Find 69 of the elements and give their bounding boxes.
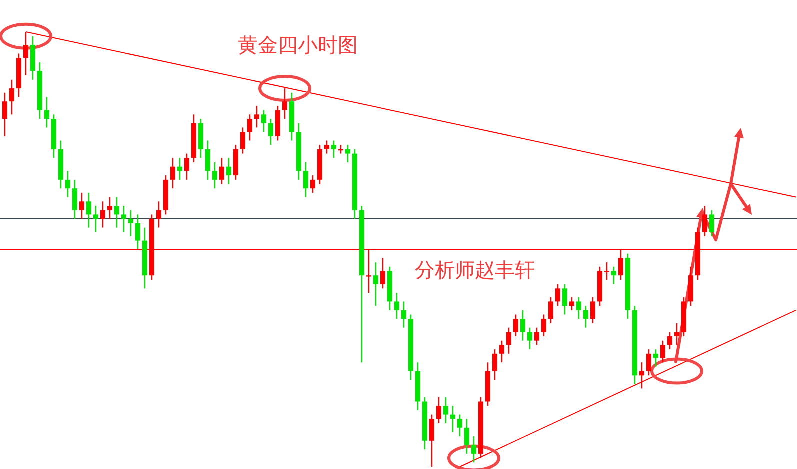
candlestick <box>206 140 210 180</box>
candlestick <box>710 210 714 238</box>
candlestick <box>226 158 232 185</box>
candlestick <box>254 105 260 128</box>
candlestick <box>402 301 406 328</box>
candlestick <box>100 201 106 228</box>
candlestick <box>304 162 308 198</box>
candlestick <box>170 158 176 190</box>
candlestick <box>380 258 386 290</box>
candlestick <box>654 348 658 368</box>
candlestick <box>324 140 330 154</box>
candlestick <box>570 296 574 311</box>
candlestick <box>646 348 652 376</box>
candlestick <box>590 296 596 324</box>
candlestick <box>128 210 134 238</box>
candlestick <box>10 79 14 116</box>
candlestick <box>122 205 126 233</box>
candlestick <box>562 284 568 316</box>
candlestick <box>458 414 462 438</box>
candlestick <box>374 262 378 307</box>
candlestick <box>346 144 350 164</box>
candlestick <box>212 162 218 190</box>
chart-title: 黄金四小时图 <box>238 33 358 57</box>
candlestick <box>394 292 400 320</box>
candlestick <box>94 205 98 233</box>
candlestick <box>576 296 582 320</box>
candlestick <box>80 192 84 220</box>
candlestick <box>534 327 540 346</box>
candlestick <box>332 140 336 159</box>
candlestick <box>528 327 532 350</box>
candlestick <box>156 201 162 228</box>
candlestick <box>184 153 190 180</box>
candlestick <box>66 170 70 198</box>
annotation: 分析师赵丰轩 <box>415 258 535 282</box>
candlestick <box>556 284 560 307</box>
candlestick <box>612 266 616 285</box>
candlestick <box>444 396 448 424</box>
candlestick <box>72 179 78 220</box>
candlestick <box>584 305 588 328</box>
candlestick <box>464 418 470 455</box>
candlestick <box>520 310 526 342</box>
candlestick <box>542 314 546 338</box>
candlestick <box>668 332 672 350</box>
candlestick <box>108 196 112 220</box>
candlestick <box>660 340 666 364</box>
candlestick <box>262 110 266 133</box>
candlestick <box>240 127 246 154</box>
candlestick <box>86 192 92 228</box>
candlestick <box>44 96 50 128</box>
candlestick <box>114 196 120 228</box>
candlestick <box>436 396 442 424</box>
candlestick <box>310 174 316 194</box>
candlestick <box>450 406 456 433</box>
candlestick <box>500 340 504 364</box>
candlestick <box>248 114 252 142</box>
candlestick <box>136 214 140 250</box>
candlestick <box>268 118 274 146</box>
candlestick <box>178 158 182 180</box>
candlestick <box>640 362 644 390</box>
candlestick <box>492 348 498 381</box>
candlestick <box>702 205 708 238</box>
candlestick <box>514 314 518 338</box>
candlestick <box>2 92 8 137</box>
candlestick <box>220 158 224 185</box>
candlestick <box>548 296 554 324</box>
candlestick <box>282 88 288 120</box>
candlestick <box>506 327 512 354</box>
candlestick <box>674 322 680 346</box>
candlestick <box>472 436 476 464</box>
